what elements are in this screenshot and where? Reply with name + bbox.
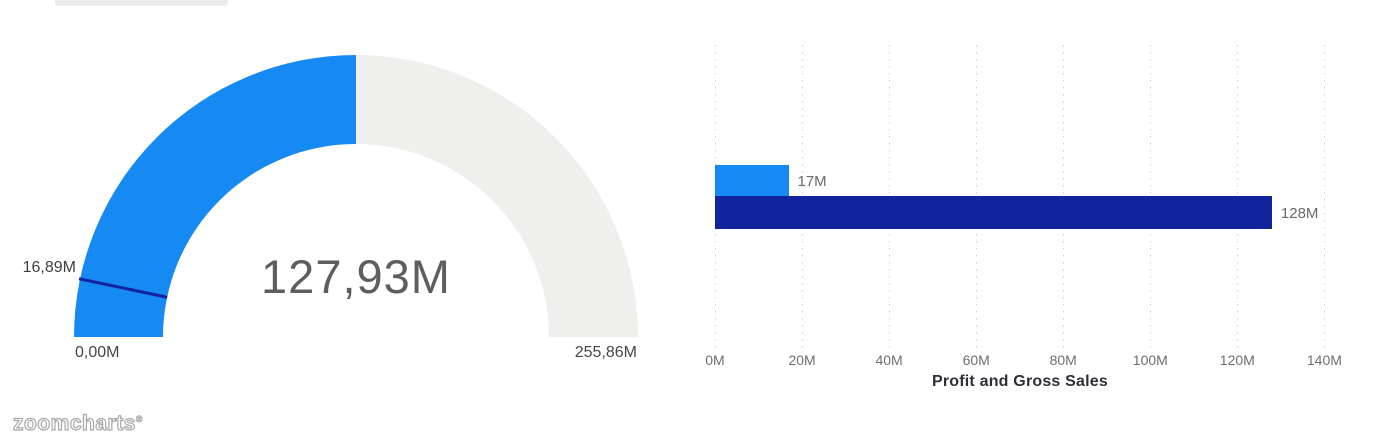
gauge-arc[interactable] [74,55,638,339]
gauge-fill-arc[interactable] [74,55,356,337]
x-gridline [1323,45,1325,350]
x-tick-label: 140M [1306,352,1342,368]
gauge-max-label: 255,86M [574,344,637,361]
x-tick-label: 80M [1049,352,1077,368]
zoomcharts-watermark-logo[interactable]: zoomcharts® [12,411,143,436]
bar-gross-sales[interactable] [715,196,1272,229]
bar-value-label: 128M [1280,204,1319,222]
watermark-text: zoomcharts [12,411,136,435]
bar-value-label: 17M [797,172,827,190]
gauge-min-label: 0,00M [75,344,120,361]
x-tick-label: 120M [1219,352,1255,368]
x-tick-label: 100M [1132,352,1168,368]
x-tick-label: 0M [705,352,725,368]
gauge-value-label: 127,93M [261,250,451,303]
x-tick-label: 20M [788,352,816,368]
bar-profit[interactable] [715,165,789,196]
gauge-track-arc[interactable] [356,55,638,337]
x-axis-title: Profit and Gross Sales [931,373,1108,390]
gauge-target-line [78,277,168,299]
gauge-target-label: 16,89M [22,259,76,276]
cropped-title-strip [55,0,228,6]
x-tick-label: 60M [962,352,990,368]
registered-mark-icon: ® [135,414,143,425]
x-tick-label: 40M [875,352,903,368]
